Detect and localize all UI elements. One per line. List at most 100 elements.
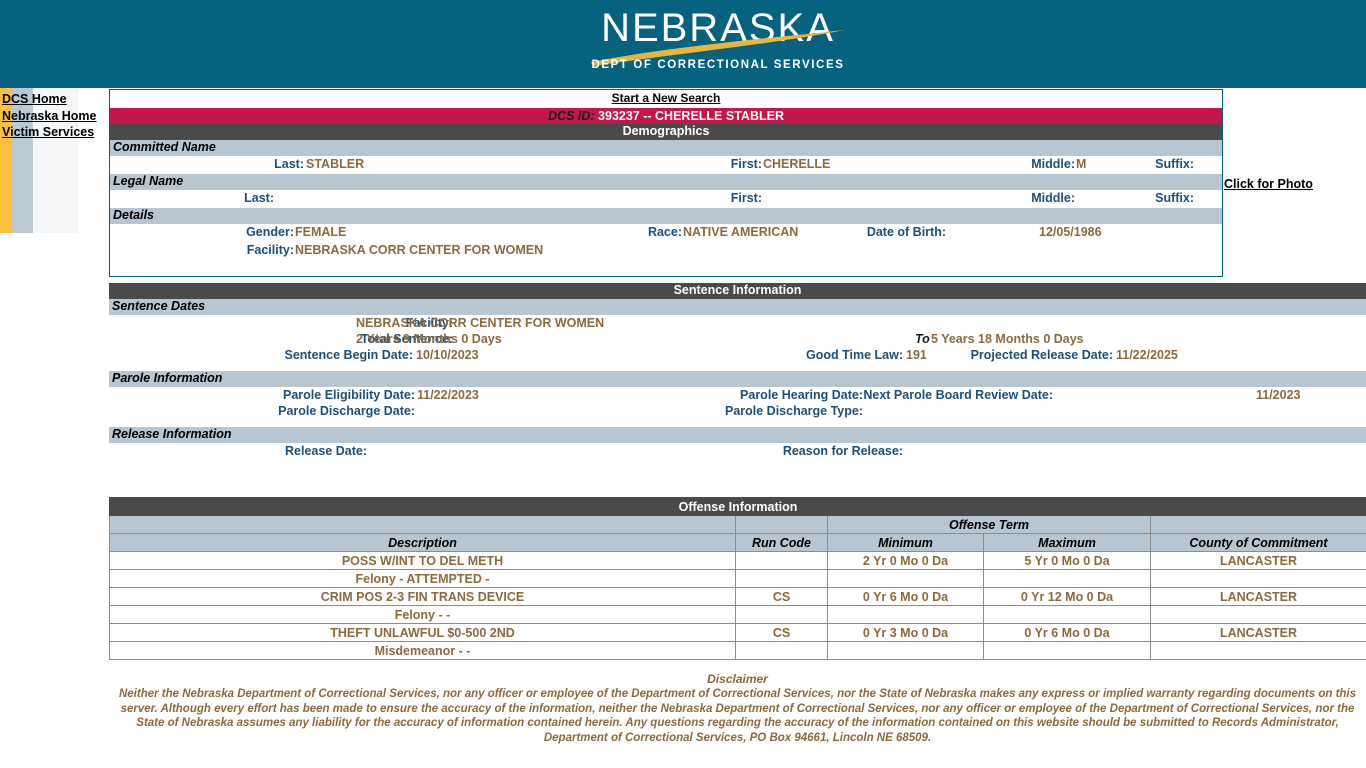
good-time-law-value: 191 — [906, 348, 927, 362]
logo-subtitle: DEPT OF CORRECTIONAL SERVICES — [591, 59, 844, 71]
nebraska-dcs-logo: NEBRASKA DEPT OF CORRECTIONAL SERVICES — [0, 0, 1366, 88]
race-label: Race: — [647, 225, 682, 239]
cell-maximum — [983, 569, 1151, 588]
next-parole-review-label: Next Parole Board Review Date: — [863, 388, 1053, 402]
offense-group-blank-1 — [109, 515, 736, 534]
click-for-photo-link[interactable]: Click for Photo — [1224, 177, 1313, 191]
cell-description: POSS W/INT TO DEL METH — [109, 551, 736, 570]
sidebar-item-dcs-home[interactable]: DCS Home — [2, 92, 67, 106]
facility-label: Facility: — [246, 243, 294, 257]
parole-eligibility-label: Parole Eligibility Date: — [283, 388, 415, 402]
sidebar-item-nebraska-home[interactable]: Nebraska Home — [2, 108, 97, 123]
table-row: THEFT UNLAWFUL $0-500 2ND CS 0 Yr 3 Mo 0… — [109, 623, 1366, 642]
cell-minimum: 0 Yr 3 Mo 0 Da — [827, 623, 984, 642]
parole-spacer — [109, 419, 1366, 427]
disclaimer-block: Disclaimer Neither the Nebraska Departme… — [109, 672, 1366, 745]
sidebar-gray-stripe — [12, 88, 33, 233]
cell-maximum: 0 Yr 6 Mo 0 Da — [983, 623, 1151, 642]
committed-middle-label: Middle: — [1031, 157, 1075, 171]
sentence-facility-value: NEBRASKA CORR CENTER FOR WOMEN — [356, 316, 605, 330]
cell-run-code — [735, 605, 828, 624]
sentence-begin-value: 10/10/2023 — [416, 348, 479, 362]
table-row: POSS W/INT TO DEL METH 2 Yr 0 Mo 0 Da 5 … — [109, 551, 1366, 570]
offense-group-blank-3 — [1150, 515, 1366, 534]
total-sentence-value: 2 Years 9 Months 0 Days — [356, 332, 502, 346]
details-subhead: Details — [110, 208, 1222, 224]
committed-middle-value: M — [1076, 157, 1087, 171]
facility-value: NEBRASKA CORR CENTER FOR WOMEN — [295, 243, 544, 257]
demographics-heading: Demographics — [110, 124, 1222, 140]
to-label: To — [915, 332, 930, 346]
release-information-subhead: Release Information — [109, 427, 1366, 443]
table-row: CRIM POS 2-3 FIN TRANS DEVICE CS 0 Yr 6 … — [109, 587, 1366, 606]
column-header-minimum: Minimum — [827, 533, 984, 552]
next-parole-review-value: 11/2023 — [1256, 388, 1301, 402]
cell-minimum — [827, 605, 984, 624]
cell-description: Felony - ATTEMPTED - — [109, 569, 736, 588]
demographics-panel: Start a New Search DCS ID: 393237 -- CHE… — [109, 89, 1223, 277]
cell-maximum — [983, 641, 1151, 660]
column-header-county: County of Commitment — [1150, 533, 1366, 552]
cell-run-code: CS — [735, 587, 828, 606]
cell-description: Misdemeanor - - — [109, 641, 736, 660]
reason-for-release-label: Reason for Release: — [782, 444, 903, 458]
sidebar-nav: DCS Home Nebraska Home Victim Services — [2, 91, 107, 141]
column-header-run-code: Run Code — [735, 533, 828, 552]
dcs-id-bar: DCS ID: 393237 -- CHERELLE STABLER — [110, 108, 1222, 124]
site-banner: NEBRASKA DEPT OF CORRECTIONAL SERVICES — [0, 0, 1366, 88]
projected-release-label: Projected Release Date: — [970, 348, 1113, 362]
parole-row-2: Parole Discharge Date: Parole Discharge … — [109, 403, 1366, 419]
cell-run-code — [735, 569, 828, 588]
offense-group-blank-2 — [735, 515, 828, 534]
legal-name-row: Last: First: Middle: Suffix: — [110, 190, 1222, 208]
table-row: Misdemeanor - - — [109, 641, 1366, 660]
parole-eligibility-value: 11/22/2023 — [417, 388, 479, 402]
cell-minimum: 2 Yr 0 Mo 0 Da — [827, 551, 984, 570]
disclaimer-body: Neither the Nebraska Department of Corre… — [118, 688, 1357, 744]
sentence-dates-subhead: Sentence Dates — [109, 299, 1366, 315]
cell-maximum — [983, 605, 1151, 624]
dcs-id-label: DCS ID: — [548, 109, 595, 123]
dob-label: Date of Birth: — [866, 225, 946, 239]
legal-middle-label: Middle: — [1031, 191, 1075, 205]
good-time-law-label: Good Time Law: — [806, 348, 903, 362]
release-row: Release Date: Reason for Release: — [109, 443, 1366, 459]
offense-group-header-row: Offense Term — [109, 515, 1366, 534]
total-sentence-row: Total Sentence: 2 Years 9 Months 0 Days … — [109, 331, 1366, 347]
sentence-heading: Sentence Information — [109, 283, 1366, 299]
logo-svg: NEBRASKA DEPT OF CORRECTIONAL SERVICES — [591, 6, 845, 71]
cell-maximum: 5 Yr 0 Mo 0 Da — [983, 551, 1151, 570]
cell-run-code — [735, 641, 828, 660]
column-header-maximum: Maximum — [983, 533, 1151, 552]
offense-heading: Offense Information — [109, 497, 1366, 516]
committed-name-row: Last: STABLER First: CHERELLE Middle: M … — [110, 156, 1222, 174]
sentence-dates-spacer — [109, 363, 1366, 371]
disclaimer-title: Disclaimer — [707, 672, 768, 686]
parole-discharge-type-label: Parole Discharge Type: — [724, 404, 863, 418]
offense-title-row: Offense Information — [109, 497, 1366, 516]
cell-county — [1150, 569, 1366, 588]
committed-last-label: Last: — [274, 157, 304, 171]
committed-first-value: CHERELLE — [763, 157, 831, 171]
cell-county: LANCASTER — [1150, 551, 1366, 570]
start-new-search-bar: Start a New Search — [110, 90, 1222, 108]
cell-county: LANCASTER — [1150, 587, 1366, 606]
sidebar-gold-stripe — [0, 88, 12, 233]
cell-description: Felony - - — [109, 605, 736, 624]
legal-name-subhead: Legal Name — [110, 174, 1222, 190]
offense-term-group-header: Offense Term — [827, 515, 1151, 534]
cell-county: LANCASTER — [1150, 623, 1366, 642]
start-new-search-link[interactable]: Start a New Search — [611, 91, 721, 105]
race-value: NATIVE AMERICAN — [683, 225, 799, 239]
total-sentence-label: Total Sentence: — [360, 332, 453, 346]
cell-county — [1150, 605, 1366, 624]
table-row: Felony - - — [109, 605, 1366, 624]
sentence-begin-label: Sentence Begin Date: — [284, 348, 413, 362]
sentence-begin-row: Sentence Begin Date: 10/10/2023 Good Tim… — [109, 347, 1366, 363]
cell-minimum: 0 Yr 6 Mo 0 Da — [827, 587, 984, 606]
gender-label: Gender: — [246, 225, 294, 239]
sidebar-item-victim-services[interactable]: Victim Services — [2, 125, 95, 139]
sentence-facility-label: Facility: — [405, 316, 453, 330]
parole-information-subhead: Parole Information — [109, 371, 1366, 387]
sidebar-light-stripe — [33, 88, 78, 233]
